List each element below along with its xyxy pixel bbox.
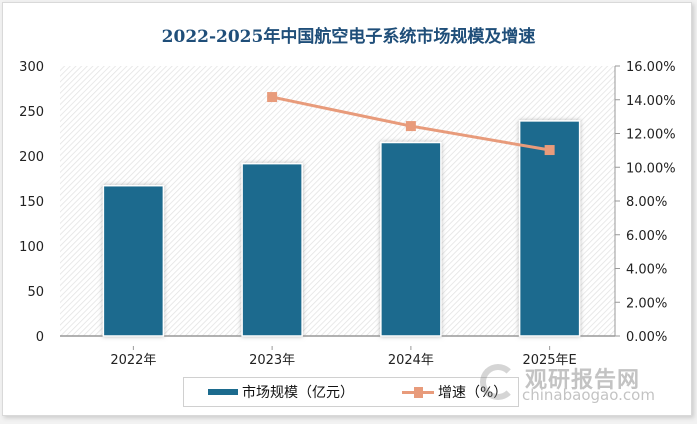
legend-swatch-line	[402, 386, 434, 398]
y-left-tick-label: 200	[19, 150, 44, 165]
legend-label: 市场规模（亿元）	[242, 385, 354, 401]
x-tick-label: 2025年E	[522, 353, 576, 368]
legend-swatch-bar	[208, 389, 238, 395]
bar	[241, 162, 303, 337]
y-left-tick-label: 100	[19, 240, 44, 255]
y-right-tick-label: 16.00%	[626, 60, 676, 75]
x-tick-label: 2024年	[388, 353, 434, 368]
chart-title: 2022-2025年中国航空电子系统市场规模及增速	[161, 27, 536, 47]
legend-item-bar: 市场规模（亿元）	[208, 382, 354, 402]
watermark-logo-icon	[480, 364, 516, 400]
watermark-en: chinabaogao.com	[522, 386, 655, 404]
bar	[102, 184, 165, 337]
bar	[518, 120, 581, 337]
y-left-tick-label: 250	[19, 105, 44, 120]
x-tick-label: 2023年	[249, 353, 295, 368]
line-marker	[405, 121, 416, 132]
watermark-logo: 观研报告网 chinabaogao.com	[470, 362, 690, 407]
y-left-tick-label: 150	[19, 195, 44, 210]
y-left-tick-label: 50	[27, 285, 44, 300]
y-right-tick-label: 2.00%	[626, 296, 667, 311]
y-right-tick-label: 0.00%	[626, 330, 667, 345]
y-left-tick-label: 0	[36, 330, 44, 345]
y-right-tick-label: 6.00%	[626, 229, 667, 244]
y-right-tick-label: 14.00%	[626, 94, 676, 109]
y-right-tick-label: 10.00%	[626, 161, 676, 176]
bar	[380, 141, 442, 337]
y-left-tick-label: 300	[19, 60, 44, 75]
y-right-tick-label: 8.00%	[626, 195, 667, 210]
x-tick-label: 2022年	[110, 353, 156, 368]
legend: 市场规模（亿元） 增速（%）	[183, 377, 519, 407]
line-marker	[267, 92, 278, 103]
watermark-cn: 观研报告网	[525, 368, 641, 393]
y-right-tick-label: 12.00%	[626, 128, 676, 143]
y-right-tick-label: 4.00%	[626, 263, 667, 278]
line-marker	[544, 145, 555, 156]
